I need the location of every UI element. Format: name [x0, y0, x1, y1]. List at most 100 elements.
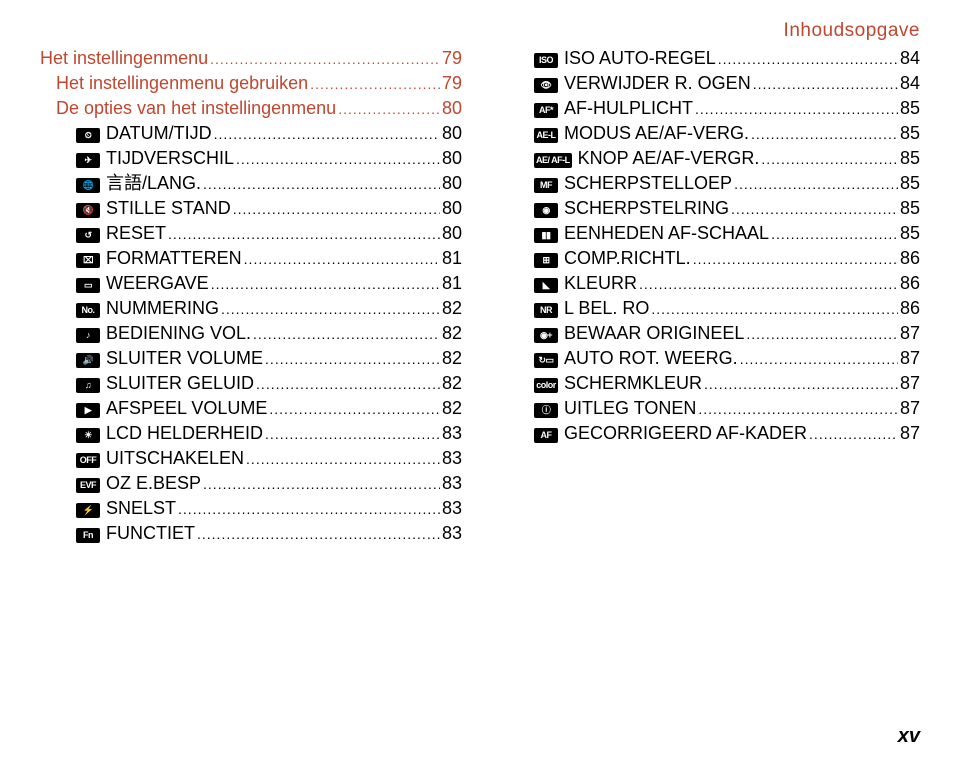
dot-leader	[214, 122, 440, 146]
toc-label: ⏲DATUM/TIJD	[76, 121, 212, 145]
toc-page: 87	[900, 371, 920, 395]
dot-leader	[338, 97, 440, 121]
toc-page: 83	[442, 446, 462, 470]
toc-label: AE/ AF-LKNOP AE/AF-VERGR.	[534, 146, 759, 170]
toc-label: ⊞COMP.RICHTL.	[534, 246, 691, 270]
menu-icon: ◣	[534, 278, 558, 293]
toc-page: 83	[442, 421, 462, 445]
toc-label: colorSCHERMKLEUR	[534, 371, 702, 395]
menu-icon: ⓘ	[534, 403, 558, 418]
toc-label: ISOISO AUTO-REGEL	[534, 46, 716, 70]
menu-icon: ISO	[534, 53, 558, 68]
menu-icon: ◉+	[534, 328, 558, 343]
menu-icon: ♫	[76, 378, 100, 393]
toc-page: 80	[442, 146, 462, 170]
toc-column-right: ISOISO AUTO-REGEL84👁VERWIJDER R. OGEN84A…	[498, 46, 920, 546]
menu-icon: AF	[534, 428, 558, 443]
menu-icon: color	[534, 378, 558, 393]
toc-label: ♪BEDIENING VOL.	[76, 321, 251, 345]
toc-label: 🔊SLUITER VOLUME	[76, 346, 263, 370]
toc-page: 83	[442, 521, 462, 545]
dot-leader	[221, 297, 440, 321]
dot-leader	[246, 447, 440, 471]
toc-row: ◣KLEURR86	[498, 271, 920, 296]
toc-page: 82	[442, 346, 462, 370]
dot-leader	[310, 72, 440, 96]
toc-page: 80	[442, 96, 462, 120]
dot-leader	[168, 222, 440, 246]
toc-columns: Het instellingenmenu79Het instellingenme…	[40, 46, 920, 546]
toc-label: ↺RESET	[76, 221, 166, 245]
toc-row: AF*AF-HULPLICHT85	[498, 96, 920, 121]
dot-leader	[651, 297, 898, 321]
toc-page: 82	[442, 296, 462, 320]
toc-label: ⓘUITLEG TONEN	[534, 396, 696, 420]
dot-leader	[197, 522, 440, 546]
menu-icon: ⏲	[76, 128, 100, 143]
toc-row: colorSCHERMKLEUR 87	[498, 371, 920, 396]
menu-icon: ▮▮	[534, 228, 558, 243]
dot-leader	[265, 422, 440, 446]
menu-icon: ☀	[76, 428, 100, 443]
toc-label: 👁VERWIJDER R. OGEN	[534, 71, 751, 95]
toc-row: ✈TIJDVERSCHIL 80	[40, 146, 462, 171]
toc-row: ISOISO AUTO-REGEL 84	[498, 46, 920, 71]
dot-leader	[761, 147, 898, 171]
dot-leader	[751, 122, 898, 146]
toc-row: Het instellingenmenu gebruiken79	[40, 71, 462, 96]
toc-label: EVFOZ E.BESP	[76, 471, 201, 495]
toc-label: ✈TIJDVERSCHIL	[76, 146, 234, 170]
toc-row: ▮▮EENHEDEN AF-SCHAAL85	[498, 221, 920, 246]
dot-leader	[244, 247, 440, 271]
page-root: Inhoudsopgave Het instellingenmenu79Het …	[0, 0, 960, 762]
toc-page: 79	[442, 71, 462, 95]
menu-icon: OFF	[76, 453, 100, 468]
toc-row: No.NUMMERING82	[40, 296, 462, 321]
dot-leader	[265, 347, 440, 371]
dot-leader	[734, 172, 898, 196]
toc-page: 82	[442, 321, 462, 345]
toc-label: AE-LMODUS AE/AF-VERG.	[534, 121, 749, 145]
toc-row: 👁VERWIJDER R. OGEN84	[498, 71, 920, 96]
toc-label: AFGECORRIGEERD AF-KADER	[534, 421, 807, 445]
toc-row: ◉+BEWAAR ORIGINEEL 87	[498, 321, 920, 346]
toc-row: ▭WEERGAVE 81	[40, 271, 462, 296]
toc-label: De opties van het instellingenmenu	[56, 96, 336, 120]
toc-row: ♪BEDIENING VOL. 82	[40, 321, 462, 346]
menu-icon: ▭	[76, 278, 100, 293]
toc-row: FnFUNCTIET 83	[40, 521, 462, 546]
toc-label: 🔇STILLE STAND	[76, 196, 231, 220]
toc-label: ▭WEERGAVE	[76, 271, 209, 295]
toc-row: ⏲DATUM/TIJD80	[40, 121, 462, 146]
toc-page: 82	[442, 396, 462, 420]
menu-icon: ⚡	[76, 503, 100, 518]
toc-row: AE/ AF-LKNOP AE/AF-VERGR.85	[498, 146, 920, 171]
menu-icon: AF*	[534, 103, 558, 118]
toc-label: FnFUNCTIET	[76, 521, 195, 545]
toc-page: 80	[442, 196, 462, 220]
dot-leader	[256, 372, 440, 396]
page-number-roman: xv	[898, 725, 920, 748]
toc-label: ↻▭AUTO ROT. WEERG.	[534, 346, 738, 370]
toc-row: ↺RESET80	[40, 221, 462, 246]
toc-row: AFGECORRIGEERD AF-KADER87	[498, 421, 920, 446]
toc-page: 87	[900, 346, 920, 370]
dot-leader	[210, 47, 440, 71]
dot-leader	[695, 97, 898, 121]
toc-page: 83	[442, 496, 462, 520]
menu-icon: EVF	[76, 478, 100, 493]
dot-leader	[698, 397, 898, 421]
toc-page: 85	[900, 121, 920, 145]
dot-leader	[753, 72, 898, 96]
toc-page: 79	[442, 46, 462, 70]
toc-page: 84	[900, 46, 920, 70]
menu-icon: AE/ AF-L	[534, 153, 572, 168]
toc-label: ◉+BEWAAR ORIGINEEL	[534, 321, 744, 345]
toc-page: 85	[900, 196, 920, 220]
toc-label: ⚡SNELST	[76, 496, 176, 520]
toc-row: ♫SLUITER GELUID82	[40, 371, 462, 396]
toc-page: 81	[442, 271, 462, 295]
toc-row: ▶AFSPEEL VOLUME82	[40, 396, 462, 421]
toc-page: 87	[900, 321, 920, 345]
menu-icon: ♪	[76, 328, 100, 343]
